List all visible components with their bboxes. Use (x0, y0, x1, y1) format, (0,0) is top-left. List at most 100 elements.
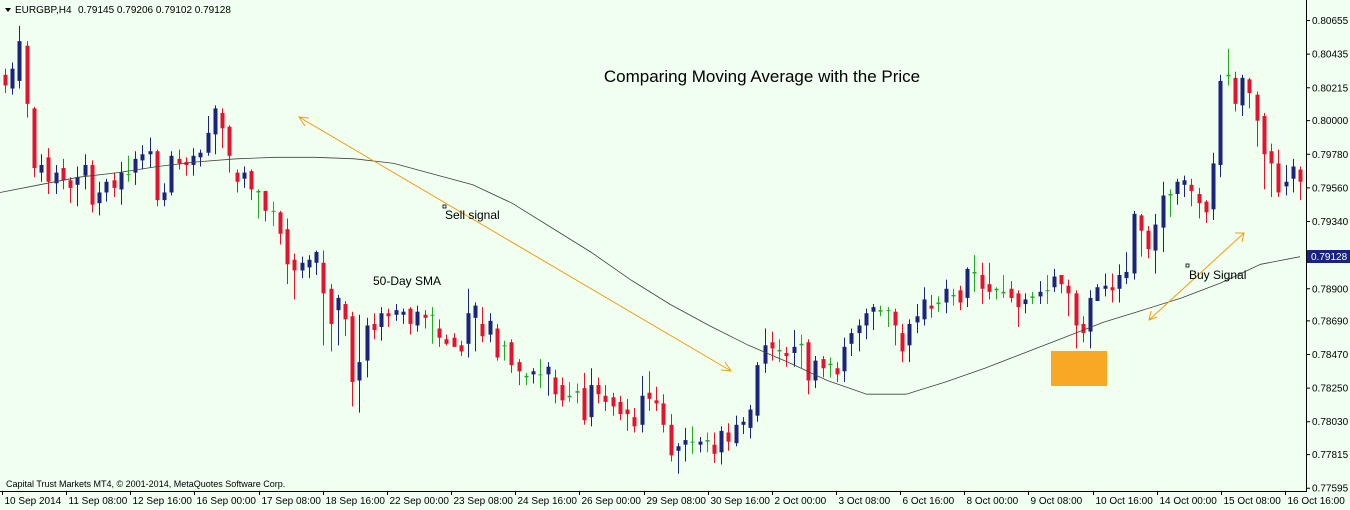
candle-body (365, 325, 370, 361)
sell-signal-arrow (297, 116, 733, 372)
time-tick-label: 9 Oct 08:00 (1031, 496, 1083, 507)
candle-body (907, 323, 912, 346)
time-tick-label: 11 Sep 08:00 (69, 496, 128, 507)
candle (640, 375, 645, 433)
candle (560, 377, 565, 407)
symbol-menu-icon[interactable] (5, 8, 11, 12)
candle (155, 149, 160, 207)
candle (951, 288, 956, 306)
time-tick-label: 16 Oct 16:00 (1288, 496, 1346, 507)
candle (1211, 152, 1216, 220)
candle-body (777, 349, 782, 352)
candle-body (495, 328, 500, 358)
candle-body (54, 172, 59, 184)
candle (401, 308, 406, 324)
candle (1240, 74, 1245, 117)
candle-body (32, 108, 37, 169)
candle-body (936, 302, 941, 305)
candle-body (1218, 80, 1223, 165)
candle-body (1255, 94, 1260, 121)
candle-body (929, 305, 934, 309)
candle-body (307, 259, 312, 268)
candle (206, 116, 211, 156)
time-axis[interactable]: 10 Sep 2014 11 Sep 08:00 12 Sep 16:00 16 Se… (2, 491, 1346, 507)
candle (813, 356, 818, 389)
candle (705, 432, 710, 453)
candle-body (972, 271, 977, 274)
candle-body (314, 252, 319, 263)
candle (1291, 158, 1296, 193)
candle-body (1233, 77, 1238, 104)
candle (1204, 200, 1209, 224)
candle (459, 340, 464, 357)
candle-body (1103, 285, 1108, 289)
price-axis[interactable]: 0.80655 0.80435 0.80215 0.80000 0.79780 0.795… (1306, 16, 1349, 495)
price-tick-label: 0.79780 (1312, 150, 1349, 161)
candle-body (423, 314, 428, 318)
candle (611, 392, 616, 416)
candle-body (1030, 296, 1035, 298)
candle-body (1124, 271, 1129, 279)
candle-body (965, 268, 970, 298)
time-tick-label: 24 Sep 16:00 (518, 496, 578, 507)
candle-body (97, 192, 102, 204)
candle (1182, 175, 1187, 198)
candle-body (220, 112, 225, 129)
candle (1189, 178, 1194, 207)
candle-body (944, 288, 949, 303)
candle (1016, 290, 1021, 327)
candle-body (25, 45, 30, 104)
candle (32, 106, 37, 178)
candle-body (676, 446, 681, 451)
candle (256, 189, 261, 219)
candle-body (1262, 116, 1267, 155)
price-tick-label: 0.79560 (1312, 183, 1349, 194)
candle-body (357, 362, 362, 381)
candle-body (169, 155, 174, 193)
candle (669, 414, 674, 462)
candle (97, 181, 102, 216)
candle-body (394, 310, 399, 315)
candle (61, 158, 66, 190)
candle (1038, 281, 1043, 305)
candle (372, 313, 377, 340)
candle (177, 149, 182, 170)
candle (575, 383, 580, 404)
candle-body (350, 316, 355, 383)
candle-body (278, 212, 283, 234)
candle (596, 377, 601, 404)
candle-body (1182, 180, 1187, 185)
candle-body (213, 108, 218, 135)
candle-body (235, 172, 240, 182)
candle (799, 334, 804, 369)
candle (495, 323, 500, 361)
candle-body (415, 311, 420, 326)
candle-body (640, 395, 645, 425)
candle (1226, 48, 1231, 86)
candle-body (770, 342, 775, 349)
candle-body (603, 395, 608, 402)
candle-body (618, 401, 623, 415)
candle-body (162, 192, 167, 201)
candle (849, 328, 854, 357)
candle-body (444, 339, 449, 344)
price-tick-label: 0.79340 (1312, 217, 1349, 228)
candle-body (1291, 166, 1296, 179)
candle (654, 386, 659, 412)
candle (1045, 275, 1050, 305)
candle (285, 218, 290, 285)
candle (75, 166, 80, 207)
candle (423, 310, 428, 329)
candle-body (647, 392, 652, 399)
candle-body (509, 342, 514, 366)
candle (972, 255, 977, 292)
candle (603, 385, 608, 412)
sma-label: 50-Day SMA (373, 274, 441, 288)
candle-body (712, 444, 717, 454)
candle-body (567, 395, 572, 398)
candle (220, 108, 225, 149)
candle-body (806, 342, 811, 381)
candle-body (83, 164, 88, 176)
candle-body (10, 68, 15, 89)
